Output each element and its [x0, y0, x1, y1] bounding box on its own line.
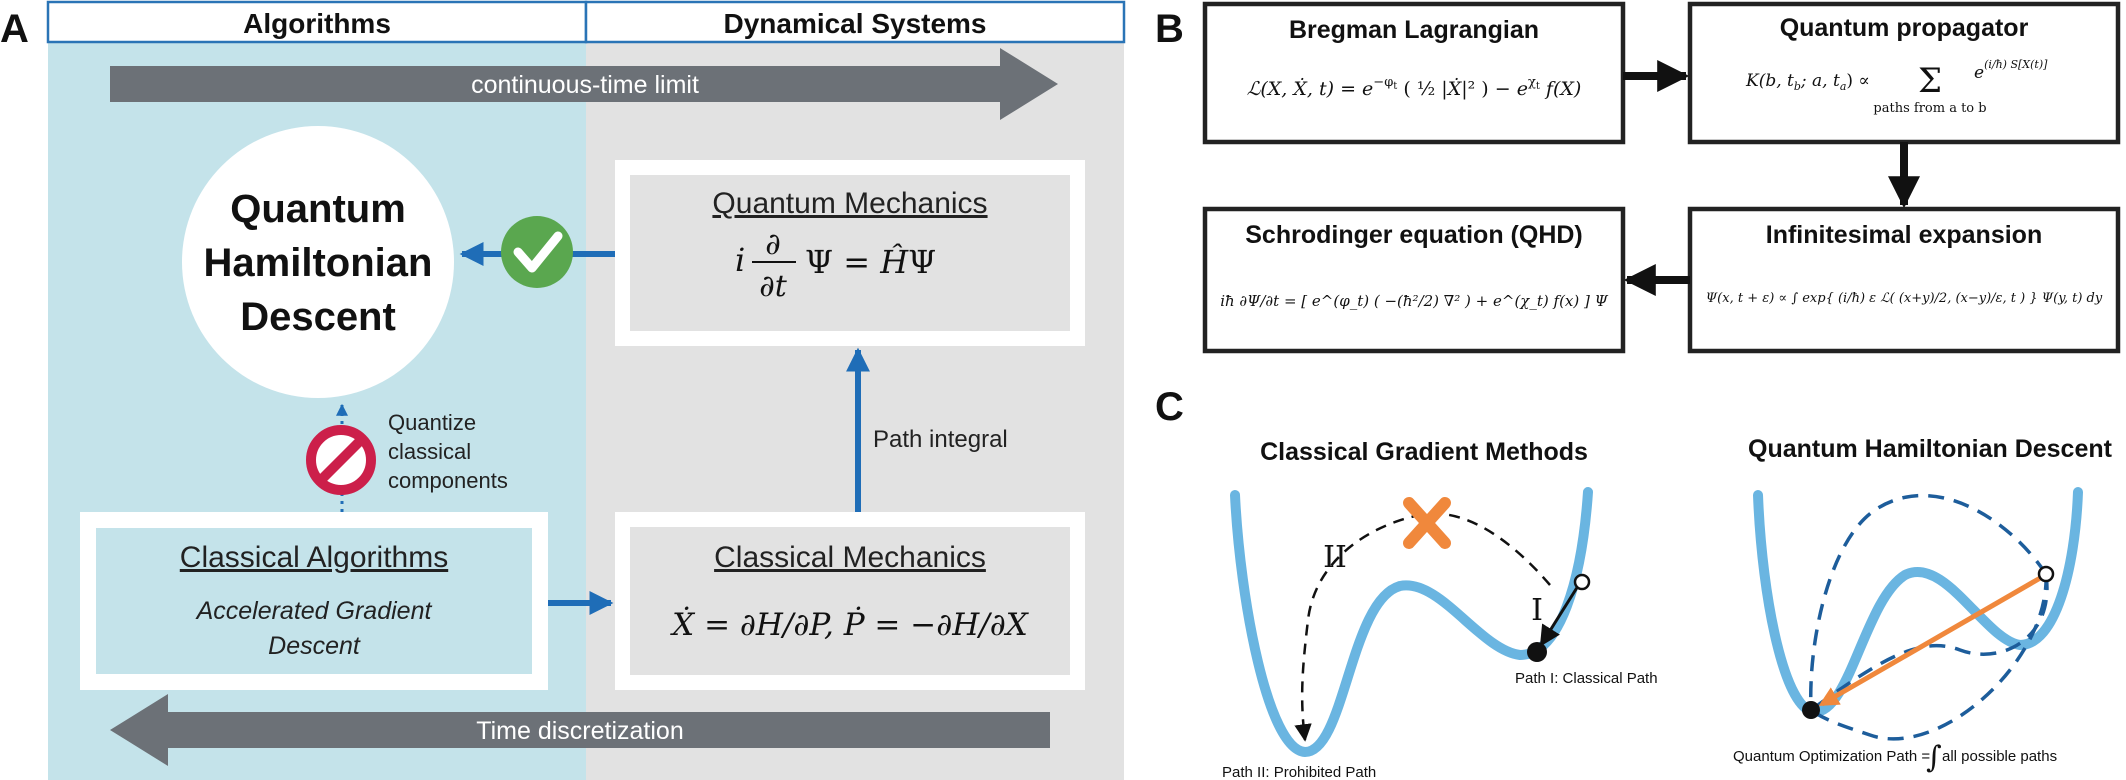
infinitesimal-expansion-equation: Ψ(x, t + ε) ∝ ∫ exp{ (i/ħ) ε ℒ( (x+y)/2,…: [1706, 291, 2103, 306]
path-integral-label: Path integral: [873, 426, 1008, 453]
quantum-propagator-lhs: K(b, tb; a, ta) ∝: [1745, 71, 1870, 93]
infinitesimal-expansion-title: Infinitesimal expansion: [1766, 221, 2042, 249]
classical-gradient-methods-title: Classical Gradient Methods: [1260, 438, 1588, 466]
qhd-potential-curve: [1753, 487, 2083, 718]
bregman-lagrangian-title: Bregman Lagrangian: [1289, 16, 1539, 44]
classical-path-arrow: [1539, 585, 1580, 647]
classical-algorithms-sub-1: Accelerated Gradient: [195, 597, 433, 625]
label-II: II: [1323, 540, 1347, 575]
classical-algorithms-box: Classical Algorithms Accelerated Gradien…: [80, 512, 548, 690]
prohibited-icon: [306, 425, 376, 495]
label-I: I: [1531, 593, 1543, 628]
qhd-line-2: Hamiltonian: [204, 241, 433, 285]
header-row: Algorithms Dynamical Systems: [46, 0, 1126, 44]
panel-a: A Algorithms Dynamical Systems continuou…: [0, 0, 1126, 780]
end-point-right: [1802, 701, 1820, 719]
classical-mechanics-title: Classical Mechanics: [714, 541, 986, 574]
infinitesimal-expansion-box: Infinitesimal expansion Ψ(x, t + ε) ∝ ∫ …: [1687, 206, 2121, 354]
continuous-time-limit-label: continuous-time limit: [471, 71, 699, 99]
header-algorithms: Algorithms: [243, 8, 391, 39]
schrodinger-qhd-equation: iħ ∂Ψ/∂t = [ e^(φ_t) ( −(ħ²/2) ∇² ) + e^…: [1220, 292, 1608, 310]
sum-symbol: Σ: [1918, 61, 1942, 101]
qopt-caption-suffix: all possible paths: [1942, 748, 2057, 765]
path-I-caption: Path I: Classical Path: [1515, 670, 1658, 687]
quantum-propagator-box: Quantum propagator K(b, tb; a, ta) ∝ Σ p…: [1687, 1, 2121, 145]
schrodinger-qhd-title: Schrodinger equation (QHD): [1245, 221, 1583, 249]
header-algorithms-box: [46, 0, 588, 44]
time-discretization-arrow: Time discretization: [110, 694, 1050, 766]
classical-mechanics-box: Classical Mechanics Ẋ = ∂H/∂P, Ṗ = −∂H/∂…: [615, 512, 1085, 690]
cross-icon: [1403, 497, 1451, 549]
schrodinger-equation-a: i: [735, 241, 745, 279]
panel-c: C Classical Gradient Methods Quantum Ham…: [1155, 385, 2113, 780]
eq-rhs: Ψ = ĤΨ: [805, 243, 936, 281]
quantum-propagator-title: Quantum propagator: [1780, 14, 2029, 42]
panel-label-a: A: [0, 7, 29, 51]
hamilton-equations: Ẋ = ∂H/∂P, Ṗ = −∂H/∂X: [670, 605, 1030, 643]
header-dynamical-systems-box: [584, 0, 1126, 44]
quantize-line-1: Quantize: [388, 410, 476, 435]
quantum-mechanics-title: Quantum Mechanics: [712, 187, 987, 220]
panel-label-c: C: [1155, 385, 1184, 429]
quantum-path-lower: [1809, 573, 2048, 741]
header-dynamical-systems: Dynamical Systems: [723, 8, 986, 39]
start-point-left: [1573, 573, 1591, 591]
quantum-path-upper: [1808, 493, 2048, 711]
quantum-path-middle: [1809, 573, 2049, 712]
sum-subscript: paths from a to b: [1873, 101, 1986, 116]
schrodinger-qhd-box: Schrodinger equation (QHD) iħ ∂Ψ/∂t = [ …: [1202, 206, 1626, 354]
integral-sign: ∫: [1926, 740, 1942, 775]
classical-algorithms-sub-2: Descent: [268, 632, 361, 660]
eq-partial-bottom: ∂t: [759, 269, 788, 304]
qhd-circle: [182, 126, 454, 398]
check-icon: [501, 216, 573, 288]
quantize-line-3: components: [388, 468, 508, 493]
quantize-line-2: classical: [388, 439, 471, 464]
path-II-caption: Path II: Prohibited Path: [1222, 764, 1376, 780]
continuous-time-limit-arrow: continuous-time limit: [110, 48, 1058, 120]
quantum-mechanics-box: Quantum Mechanics i ∂ ∂t Ψ = ĤΨ: [615, 160, 1085, 346]
panel-label-b: B: [1155, 7, 1184, 51]
start-point-right: [2037, 565, 2055, 583]
qopt-caption-prefix: Quantum Optimization Path =: [1733, 748, 1930, 765]
time-discretization-label: Time discretization: [476, 717, 683, 745]
end-point-left: [1527, 642, 1547, 662]
panel-b: B Bregman Lagrangian ℒ(X, Ẋ, t) = e−φt (…: [1155, 1, 2121, 354]
bregman-lagrangian-box: Bregman Lagrangian ℒ(X, Ẋ, t) = e−φt ( ½…: [1202, 1, 1626, 145]
eq-partial-top: ∂: [765, 227, 781, 262]
qhd-node: Quantum Hamiltonian Descent: [182, 126, 454, 398]
quantum-hamiltonian-descent-title: Quantum Hamiltonian Descent: [1748, 435, 2113, 463]
quantum-tunneling-arrow: [1818, 574, 2044, 707]
qhd-line-3: Descent: [240, 295, 396, 339]
bregman-lagrangian-equation: ℒ(X, Ẋ, t) = e−φt ( ½ |Ẋ|² ) − eχt f(X): [1247, 75, 1582, 100]
qhd-line-1: Quantum: [230, 187, 406, 231]
classical-algorithms-title: Classical Algorithms: [180, 541, 448, 574]
